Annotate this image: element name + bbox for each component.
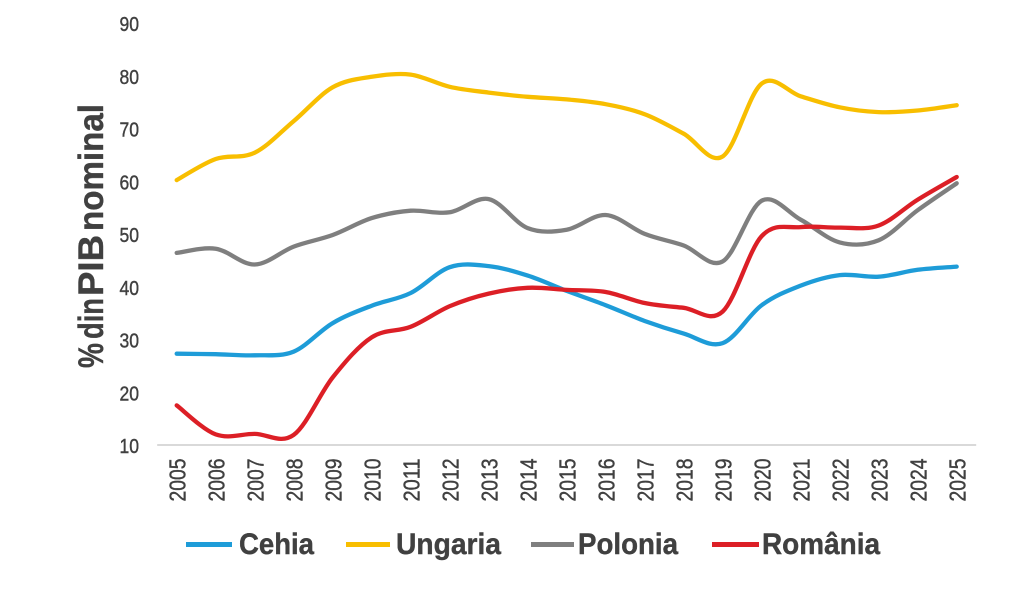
svg-text:2019: 2019 [711,459,737,502]
svg-text:2023: 2023 [867,459,893,502]
svg-text:Ungaria: Ungaria [396,528,501,561]
svg-text:2015: 2015 [555,459,581,502]
svg-text:20: 20 [120,383,140,405]
svg-text:din: din [71,298,111,339]
svg-text:2020: 2020 [750,459,776,502]
svg-text:2011: 2011 [399,459,425,502]
svg-text:2006: 2006 [204,459,230,502]
svg-text:%: % [71,343,111,368]
svg-text:2021: 2021 [789,459,815,502]
svg-text:2013: 2013 [477,459,503,502]
svg-text:2012: 2012 [438,459,464,502]
svg-text:2024: 2024 [906,458,932,501]
svg-text:90: 90 [120,14,140,36]
svg-text:2017: 2017 [633,459,659,502]
svg-text:România: România [762,528,880,561]
svg-text:50: 50 [120,225,140,247]
svg-text:Cehia: Cehia [239,528,314,561]
svg-text:2007: 2007 [243,459,269,502]
svg-text:Polonia: Polonia [578,528,678,561]
svg-text:60: 60 [120,172,140,194]
svg-text:PIB: PIB [71,235,111,296]
svg-text:2016: 2016 [594,459,620,502]
svg-text:70: 70 [120,120,140,142]
svg-text:nominal: nominal [71,104,111,231]
svg-text:80: 80 [120,67,140,89]
svg-text:2009: 2009 [321,459,347,502]
svg-text:2022: 2022 [828,459,854,502]
svg-text:2018: 2018 [672,459,698,502]
svg-text:2025: 2025 [945,459,971,502]
svg-text:40: 40 [120,278,140,300]
svg-text:30: 30 [120,331,140,353]
svg-text:2008: 2008 [282,459,308,502]
svg-text:2005: 2005 [165,459,191,502]
svg-text:2014: 2014 [516,458,542,501]
svg-text:2010: 2010 [360,459,386,502]
svg-text:10: 10 [120,436,140,458]
